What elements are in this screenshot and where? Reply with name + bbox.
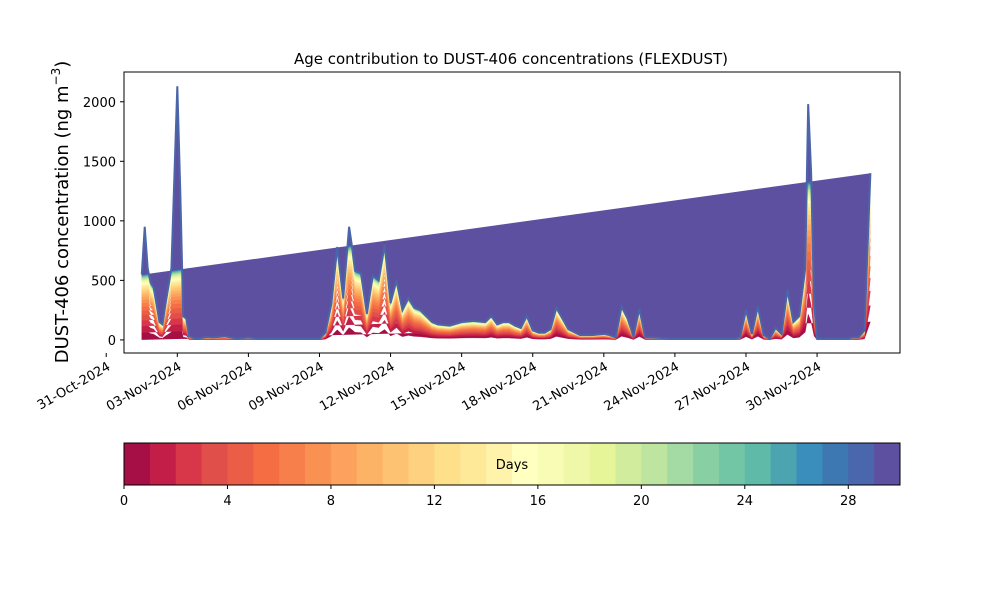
colorbar-bin-1: [149, 443, 177, 485]
colorbar-bin-27: [822, 443, 849, 485]
colorbar-tick-label: 28: [840, 494, 857, 509]
y-tick-label: 1500: [83, 155, 116, 170]
colorbar-bin-21: [667, 443, 694, 485]
x-tick-label: 09-Nov-2024: [246, 359, 326, 414]
colorbar-bin-19: [615, 443, 642, 485]
y-axis: 0 500 1000 1500 2000: [83, 96, 124, 349]
colorbar-ticks: 0 4 8 12 16 20 24 28: [120, 485, 857, 509]
colorbar-tick-label: 24: [737, 494, 754, 509]
x-tick-label: 27-Nov-2024: [673, 359, 753, 414]
x-tick-label: 21-Nov-2024: [531, 359, 611, 414]
x-tick-label: 30-Nov-2024: [744, 359, 824, 414]
colorbar-frame: [123, 442, 901, 486]
colorbar-bin-12: [434, 443, 461, 485]
colorbar-bin-20: [641, 443, 668, 485]
y-axis-label-unit-exponent: −3: [49, 68, 63, 86]
colorbar-bin-16: [537, 443, 565, 485]
colorbar-bin-24: [744, 443, 772, 485]
x-tick-label: 18-Nov-2024: [459, 359, 539, 414]
colorbar-bin-29: [874, 443, 901, 485]
y-tick-label: 1000: [83, 215, 116, 230]
colorbar-bin-4: [227, 443, 254, 485]
colorbar-bin-23: [718, 443, 746, 485]
colorbar-tick-label: 4: [223, 494, 231, 509]
colorbar-tick-label: 12: [426, 494, 443, 509]
colorbar-label: Days: [496, 458, 529, 473]
y-tick-label: 2000: [83, 96, 116, 111]
plot-frame: [123, 71, 901, 354]
colorbar-bin-9: [356, 443, 384, 485]
colorbar-bin-10: [382, 443, 410, 485]
age-band-29: [141, 86, 871, 339]
colorbar-bin-0: [124, 443, 151, 485]
colorbar-bin-26: [796, 443, 823, 485]
y-tick-label: 500: [91, 274, 116, 289]
colorbar-bin-7: [305, 443, 332, 485]
colorbar-tick-label: 8: [327, 494, 335, 509]
colorbar-tick-label: 16: [530, 494, 547, 509]
y-axis-label-main: DUST-406 concentration (ng m: [52, 85, 73, 363]
colorbar-bin-14: [486, 443, 513, 485]
y-tick-label: 0: [108, 334, 116, 349]
colorbar-bin-11: [408, 443, 435, 485]
colorbar-tick-label: 0: [120, 494, 128, 509]
colorbar-bin-3: [201, 443, 228, 485]
colorbar-bin-13: [460, 443, 487, 485]
colorbar-bin-22: [693, 443, 720, 485]
colorbar-bin-15: [512, 443, 539, 485]
colorbar-bin-2: [175, 443, 203, 485]
colorbar-bin-8: [330, 443, 358, 485]
total-concentration-line: [140, 86, 872, 341]
age-colorbar: [124, 443, 901, 485]
x-axis: 31-Oct-202403-Nov-202406-Nov-202409-Nov-…: [35, 353, 824, 414]
y-axis-label: DUST-406 concentration (ng m−3): [49, 61, 73, 364]
colorbar-bin-6: [279, 443, 306, 485]
x-tick-label: 06-Nov-2024: [175, 359, 255, 414]
colorbar-bin-18: [589, 443, 616, 485]
x-tick-label: 15-Nov-2024: [388, 359, 468, 414]
colorbar-tick-label: 20: [633, 494, 650, 509]
colorbar-bin-5: [253, 443, 280, 485]
colorbar-bin-25: [770, 443, 798, 485]
y-axis-label-close: ): [52, 61, 73, 68]
x-tick-label: 03-Nov-2024: [104, 359, 184, 414]
plot-area: [140, 86, 872, 341]
chart-title: Age contribution to DUST-406 concentrati…: [294, 50, 728, 68]
x-tick-label: 12-Nov-2024: [317, 359, 397, 414]
x-tick-label: 31-Oct-2024: [35, 359, 113, 413]
colorbar-bin-17: [563, 443, 591, 485]
colorbar-bin-28: [848, 443, 875, 485]
x-tick-label: 24-Nov-2024: [602, 359, 682, 414]
